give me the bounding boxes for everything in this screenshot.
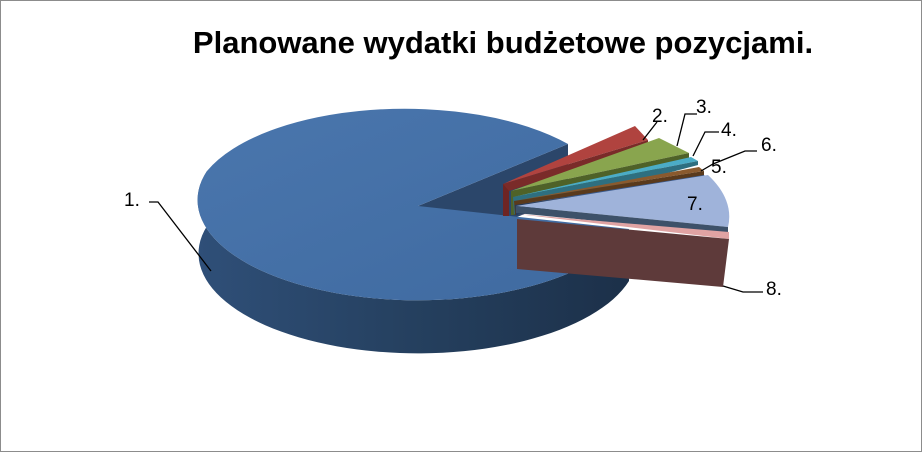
- leader-line-6: [700, 150, 757, 172]
- pie-slice-4-top: [513, 157, 698, 197]
- slice-label-2: 2.: [652, 106, 668, 127]
- leader-line-2: [642, 121, 658, 141]
- pie-slice-6-top: [515, 175, 707, 205]
- leader-line-4: [692, 131, 719, 157]
- pie-slice-8-side: [517, 219, 729, 287]
- pie-slice-2-edge: [503, 140, 648, 191]
- chart-title: Planowane wydatki budżetowe pozycjami.: [193, 25, 813, 60]
- leader-line-1: [149, 201, 212, 272]
- slice-label-8: 8.: [766, 279, 782, 300]
- pie-slice-3-top: [511, 138, 689, 191]
- pie-slice-2: [503, 126, 648, 216]
- leader-line-3: [676, 113, 697, 147]
- slice-label-3: 3.: [696, 97, 712, 118]
- slice-label-6: 6.: [761, 135, 777, 156]
- slice-label-7: 7.: [687, 194, 703, 215]
- pie-slice-1-side: [197, 171, 630, 354]
- pie-slice-2-side: [503, 184, 509, 216]
- pie-slice-7-edge: [516, 206, 728, 234]
- pie-slice-5-top: [514, 167, 704, 201]
- slice-label-5: 5.: [711, 157, 727, 178]
- pie-slice-8-top: [517, 214, 729, 239]
- pie-slice-2-top: [503, 126, 648, 184]
- leader-line-8: [722, 285, 763, 293]
- pie-slice-7-top: [516, 175, 730, 227]
- pie-slice-8: [517, 214, 729, 287]
- slice-label-1: 1.: [124, 190, 140, 211]
- pie-slice-7: [516, 175, 730, 234]
- slice-label-4: 4.: [721, 120, 737, 141]
